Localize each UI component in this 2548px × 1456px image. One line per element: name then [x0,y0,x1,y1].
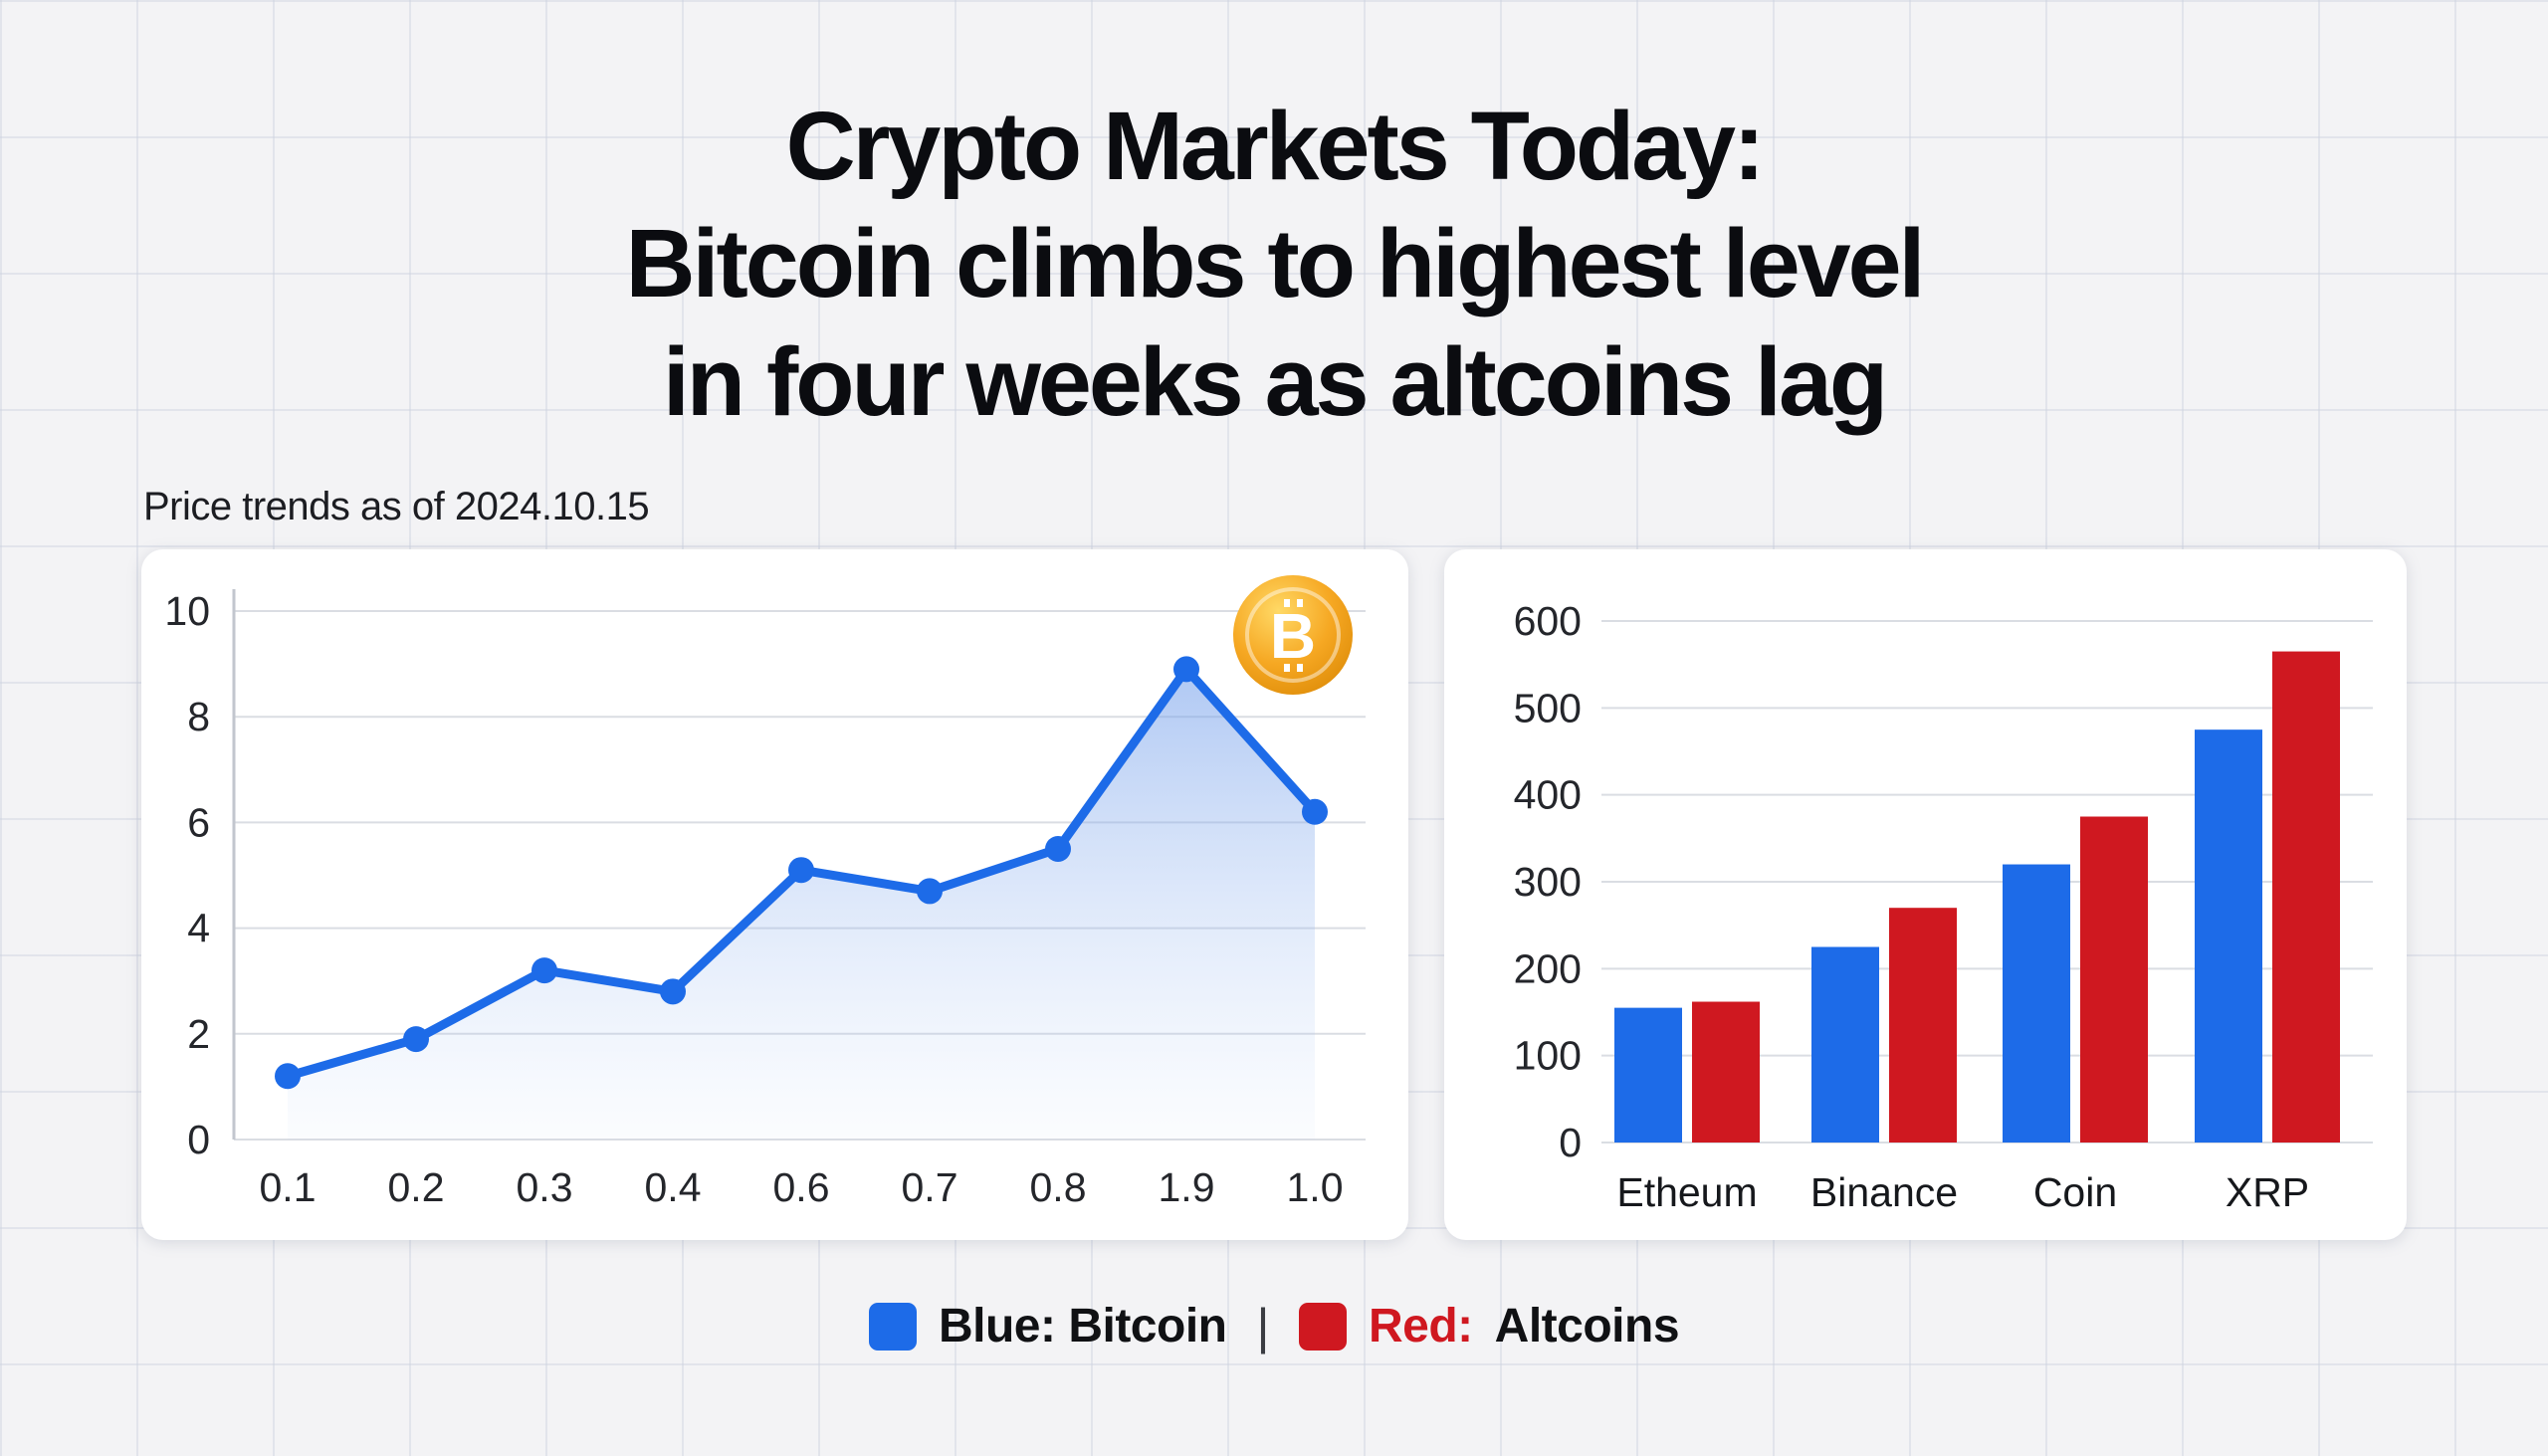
legend: Blue: Bitcoin | Red: Altcoins [0,1298,2548,1355]
x-tick-label: 1.0 [1287,1164,1344,1210]
y-tick-label: 400 [1514,772,1582,818]
charts-row: 0 2 4 6 8 10 0.1 0.2 0.3 0.4 0.6 0.7 0.8 1.9 1.0 B [141,548,2407,1240]
line-area-fill [288,669,1315,1140]
line-data-point [403,1026,429,1053]
line-chart-card: 0 2 4 6 8 10 0.1 0.2 0.3 0.4 0.6 0.7 0.8 1.9 1.0 B [141,548,1408,1240]
legend-bitcoin-label: Blue: Bitcoin [938,1300,1227,1353]
svg-text:B: B [1270,600,1316,672]
x-tick-label: 0.3 [517,1164,573,1210]
page-title: Crypto Markets Today: Bitcoin climbs to … [0,0,2548,441]
x-tick-label: 0.2 [388,1164,445,1210]
line-data-point [531,957,557,984]
y-tick-label: 0 [1559,1120,1582,1165]
chart-subtitle: Price trends as of 2024.10.15 [143,484,650,528]
line-data-point [788,857,814,884]
x-tick-label: 0.1 [260,1164,317,1210]
line-data-point [1173,656,1199,683]
y-tick-label: 6 [187,799,210,845]
bitcoin-line-chart: 0 2 4 6 8 10 0.1 0.2 0.3 0.4 0.6 0.7 0.8 1.9 1.0 [164,588,1366,1210]
category-label: Etheum [1616,1169,1757,1215]
legend-altcoins-prefix: Red: [1368,1300,1473,1353]
y-tick-label: 0 [187,1117,210,1162]
bar-altcoins [2080,816,2148,1143]
altcoins-bar-chart: 0 100 200 300 400 500 600 Etheum Binance Coin XRP [1514,598,2373,1215]
legend-altcoins-label: Altcoins [1494,1300,1680,1353]
category-label: XRP [2226,1169,2309,1215]
legend-separator: | [1256,1298,1269,1354]
bar-bitcoin [1811,946,1879,1143]
bar-bitcoin [1614,1007,1682,1143]
y-tick-label: 500 [1514,685,1582,730]
y-tick-label: 600 [1514,598,1582,644]
y-tick-label: 200 [1514,945,1582,991]
category-label: Coin [2033,1169,2117,1215]
bar-bitcoin [2003,864,2070,1143]
y-tick-label: 2 [187,1011,210,1057]
x-tick-label: 0.6 [773,1164,830,1210]
x-tick-label: 0.7 [902,1164,958,1210]
line-data-point [1302,798,1328,825]
bitcoin-icon: B [1231,573,1355,697]
bar-altcoins [2272,651,2340,1143]
x-tick-label: 0.8 [1030,1164,1087,1210]
bar-bitcoin [2195,729,2262,1143]
y-tick-label: 10 [164,588,210,634]
category-label: Binance [1810,1169,1958,1215]
legend-altcoins-swatch [1298,1302,1347,1351]
bar-altcoins [1889,908,1957,1143]
y-tick-label: 100 [1514,1033,1582,1079]
bar-chart-card: 0 100 200 300 400 500 600 Etheum Binance Coin XRP [1444,548,2407,1240]
x-tick-label: 1.9 [1159,1164,1215,1210]
line-data-point [1045,835,1071,862]
line-data-point [917,878,943,905]
title-line-1: Crypto Markets Today: [785,92,1766,200]
bar-altcoins [1692,1001,1760,1143]
title-line-3: in four weeks as altcoins lag [662,326,1888,436]
y-tick-label: 4 [187,906,210,951]
bitcoin-coin-graphic: B [1233,574,1353,695]
line-data-point [660,978,686,1005]
y-tick-label: 8 [187,694,210,739]
y-tick-label: 300 [1514,859,1582,905]
x-tick-label: 0.4 [645,1164,702,1210]
title-line-2: Bitcoin climbs to highest level [625,209,1926,318]
line-data-point [275,1063,301,1090]
legend-bitcoin-swatch [868,1302,917,1351]
